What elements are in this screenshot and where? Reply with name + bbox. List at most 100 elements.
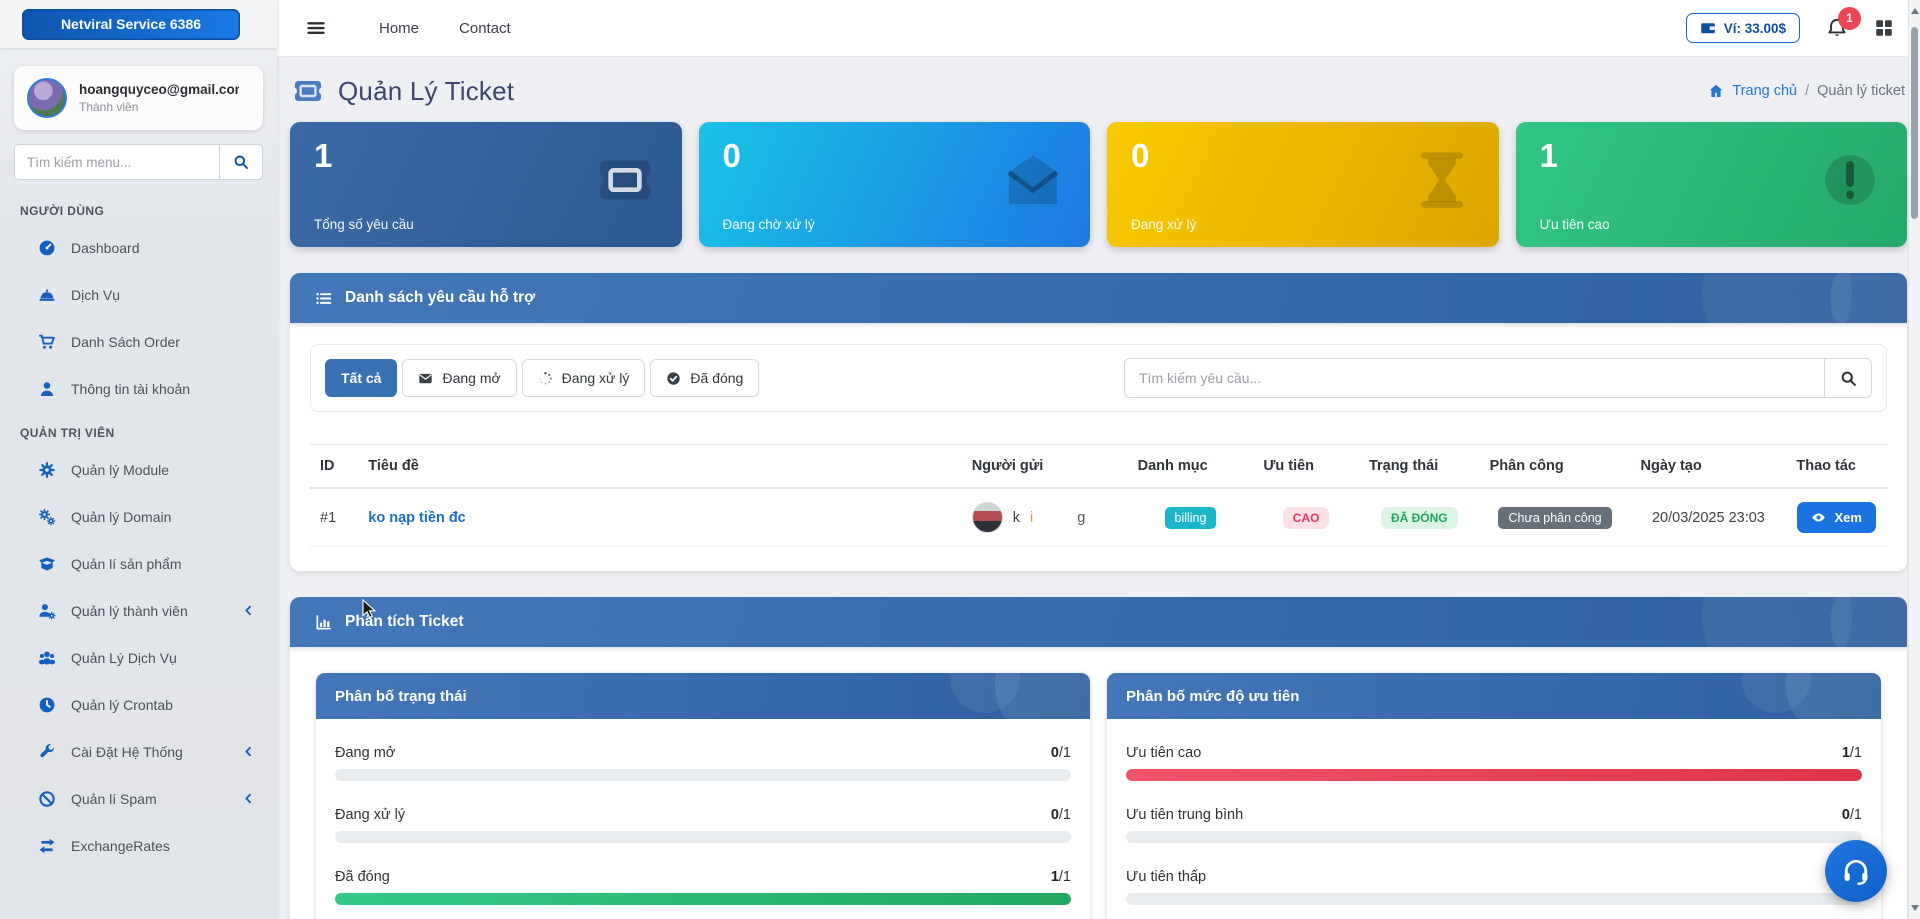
stat-card-total[interactable]: 1 Tổng số yêu cầu [290,122,682,247]
sidebar-item-label: ExchangeRates [71,837,170,854]
progress-row: Ưu tiên trung bình 0/1 [1126,807,1862,843]
scrollbar-down-arrow[interactable] [1909,901,1920,915]
wallet-button[interactable]: Ví: 33.00$ [1685,13,1800,43]
progress-bar [335,893,1071,905]
sidebar-item-thong-tin-tai-khoan[interactable]: Thông tin tài khoản [0,365,277,412]
scrollbar-up-arrow[interactable] [1909,4,1920,18]
sidebar-search-button[interactable] [219,144,263,180]
nav-link-home[interactable]: Home [379,19,420,37]
sender-avatar [971,502,1003,533]
sidebar-item-quan-ly-dich-vu[interactable]: Quản Lý Dịch Vụ [0,634,277,681]
progress-bar [1126,893,1862,905]
sidebar-item-exchangerates[interactable]: ExchangeRates [0,822,277,869]
wallet-balance: Ví: 33.00$ [1723,20,1786,36]
category-badge: billing [1164,506,1217,529]
stat-value: 1 [1539,137,1558,174]
sidebar-item-quan-ly-thanh-vien[interactable]: Quản lý thành viên [0,587,277,634]
chevron-left-icon [242,604,255,617]
avatar [27,78,67,118]
nav-link-contact[interactable]: Contact [459,19,511,37]
exchange-icon [38,837,56,855]
column-header: Trạng thái [1358,444,1480,489]
ticket-list-header: Danh sách yêu cầu hỗ trợ [290,273,1907,323]
analytics-panel: Phân tích Ticket Phân bố trạng thái Đang… [290,597,1907,919]
breadcrumb-home[interactable]: Trang chủ [1732,83,1798,99]
sidebar-item-quan-li-san-pham[interactable]: Quản lí sản phẩm [0,540,277,587]
check-circle-icon [666,371,681,386]
created-date: 20/03/2025 23:03 [1630,488,1787,547]
filter-bar: Tất cả Đang mở Đang xử lý Đã đóng [310,344,1887,412]
gauge-icon [38,239,56,257]
sidebar-item-label: Thông tin tài khoản [71,380,191,397]
envelope-open-icon [1002,149,1064,211]
menu-section-title: NGƯỜI DÙNG [20,204,105,218]
sidebar-item-quan-li-spam[interactable]: Quản lí Spam [0,775,277,822]
ticket-list-title: Danh sách yêu cầu hỗ trợ [345,289,536,306]
sidebar-item-label: Dashboard [71,239,140,256]
ticket-list-body: Tất cả Đang mở Đang xử lý Đã đóng [290,323,1907,571]
column-header: Ưu tiên [1253,444,1359,489]
wrench-icon [38,743,56,761]
page-title-text: Quản Lý Ticket [338,75,515,106]
main-area: Home Contact Ví: 33.00$ 1 Quản Lý Ticket [277,0,1920,919]
column-header: Danh mục [1127,444,1254,489]
priority-distribution-card: Phân bố mức độ ưu tiên Ưu tiên cao 1/1 Ưu… [1107,673,1881,919]
stat-card-processing[interactable]: 0 Đang xử lý [1107,122,1499,247]
sidebar-item-dich-vu[interactable]: Dịch Vụ [0,271,277,318]
chart-icon [315,614,332,631]
ticket-search-input[interactable] [1124,358,1824,398]
sidebar-search-input[interactable] [14,144,219,180]
ticket-icon [594,149,656,211]
sidebar-item-label: Quản lí Spam [71,790,157,807]
filter-closed-button[interactable]: Đã đóng [650,359,760,397]
sidebar-item-label: Cài Đặt Hệ Thống [71,743,183,760]
ticket-search-button[interactable] [1824,358,1872,398]
stat-card-high-priority[interactable]: 1 Ưu tiên cao [1515,122,1907,247]
window-scrollbar[interactable] [1908,0,1920,919]
filter-open-button[interactable]: Đang mở [402,359,517,397]
sidebar-item-cai-dat-he-thong[interactable]: Cài Đặt Hệ Thống [0,728,277,775]
ticket-title-link[interactable]: ko nạp tiền đc [368,509,466,526]
notifications-bell[interactable]: 1 [1826,7,1861,40]
hourglass-icon [1411,149,1473,211]
user-icon [38,380,56,398]
filter-all-button[interactable]: Tất cả [325,359,398,397]
sidebar-item-danh-sach-order[interactable]: Danh Sách Order [0,318,277,365]
sidebar-item-quan-ly-module[interactable]: Quản lý Module [0,446,277,493]
page-header: Quản Lý Ticket Trang chủ / Quản lý ticke… [292,75,1905,107]
stat-value: 1 [314,137,333,174]
filter-processing-button[interactable]: Đang xử lý [521,359,646,397]
analytics-body: Phân bố trạng thái Đang mở 0/1 Đang xử lý… [290,647,1907,919]
sidebar-item-label: Danh Sách Order [71,333,180,350]
logo-area: Netviral Service 6386 [0,0,277,48]
sidebar-item-quan-ly-crontab[interactable]: Quản lý Crontab [0,681,277,728]
table-header-row: ID Tiêu đề Người gửi Danh mục Ưu tiên Tr… [310,444,1887,489]
sidebar-item-label: Quản lý Domain [71,508,172,525]
scrollbar-thumb[interactable] [1911,27,1918,219]
sidebar: Netviral Service 6386 hoangquyceo@gmail.… [0,0,277,919]
sidebar-item-dashboard[interactable]: Dashboard [0,224,277,271]
sidebar-item-label: Quản lí sản phẩm [71,555,182,572]
stat-value: 0 [722,137,741,174]
column-header: Thao tác [1786,444,1887,489]
sidebar-item-label: Quản Lý Dịch Vụ [71,649,177,666]
stat-card-pending[interactable]: 0 Đang chờ xử lý [698,122,1090,247]
status-distribution-card: Phân bố trạng thái Đang mở 0/1 Đang xử lý… [316,673,1090,919]
top-navbar: Home Contact Ví: 33.00$ 1 [277,0,1920,57]
user-role: Thành viên [79,100,139,114]
brand-logo[interactable]: Netviral Service 6386 [22,8,240,40]
hamburger-menu-icon[interactable] [305,18,327,38]
sidebar-item-quan-ly-domain[interactable]: Quản lý Domain [0,493,277,540]
search-icon [233,154,249,170]
stat-label: Tổng số yêu cầu [314,217,414,232]
view-ticket-button[interactable]: Xem [1797,502,1876,533]
stat-cards: 1 Tổng số yêu cầu 0 Đang chờ xử lý 0 Đan… [290,122,1907,247]
status-badge: ĐÃ ĐÓNG [1380,506,1458,529]
column-header: Tiêu đề [358,444,962,489]
apps-grid-icon[interactable] [1874,18,1894,38]
user-profile-card[interactable]: hoangquyceo@gmail.com Thành viên [14,66,263,130]
exclamation-circle-icon [1819,149,1881,211]
support-chat-button[interactable] [1825,840,1887,902]
